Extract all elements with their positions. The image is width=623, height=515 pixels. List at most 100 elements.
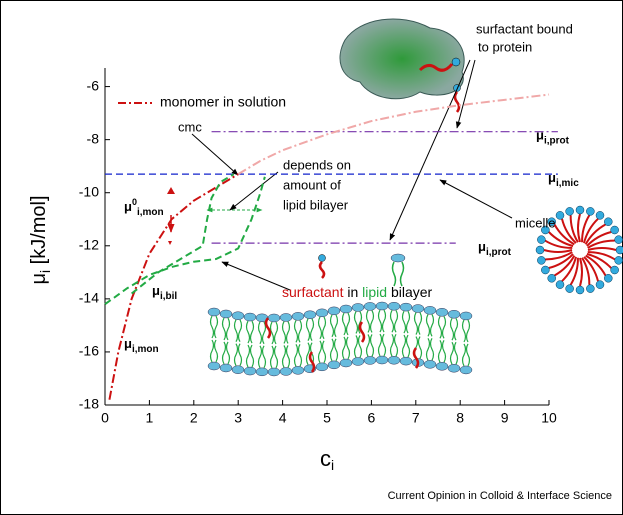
symbol: μ: [28, 273, 50, 285]
y-tick-label: -8: [87, 130, 100, 146]
lipid-head: [339, 304, 353, 314]
lipid-tail: [461, 343, 471, 367]
y-tick-label: -16: [79, 343, 99, 359]
micelle-tail: [543, 249, 573, 253]
triangle: [167, 187, 175, 194]
reference-label: μi,prot: [478, 240, 512, 258]
y-tick-label: -12: [79, 236, 99, 252]
lipid-tail: [317, 340, 327, 364]
micelle-head: [565, 284, 574, 293]
symbol: μ: [124, 336, 132, 351]
x-tick-label: 9: [501, 410, 509, 426]
lipid-head: [279, 367, 293, 376]
lipid-head: [390, 253, 406, 263]
lipid-tail: [329, 314, 339, 338]
lipid-head: [255, 367, 269, 377]
annotation-part: surfactant: [282, 284, 344, 300]
arrow: [439, 179, 513, 219]
mu-label: μ0i,mon: [124, 197, 164, 217]
reference-label: μi,prot: [536, 128, 570, 146]
lipid-head: [351, 357, 365, 366]
lipid-tail: [233, 319, 243, 343]
micelle-tail: [548, 253, 574, 269]
y-tick-label: -14: [79, 290, 99, 306]
micelle-tail: [584, 223, 606, 245]
sub: i,mon: [137, 207, 164, 218]
micelle-tail: [585, 254, 607, 276]
lipid-head: [219, 363, 233, 373]
lipid-head: [459, 311, 473, 321]
lipid-tail: [269, 321, 279, 345]
lipid-head: [231, 311, 245, 320]
annotation-part: lipid: [362, 284, 387, 300]
sub: i,bil: [160, 291, 177, 302]
lipid-head: [375, 301, 389, 311]
micelle-head: [604, 274, 613, 283]
micelle-head: [535, 245, 545, 255]
micelle-tail: [569, 215, 579, 243]
lipid-head: [315, 362, 329, 372]
lipid-head: [303, 310, 317, 319]
sub: i,mon: [132, 344, 159, 355]
arrow: [191, 133, 239, 176]
symbol: μ: [478, 240, 486, 255]
annotation: lipid bilayer: [283, 197, 349, 212]
lipid-tail: [293, 320, 303, 343]
surfactant-in-bilayer: [412, 347, 420, 369]
micelle-head: [547, 274, 556, 283]
x-tick-label: 3: [234, 410, 242, 426]
micelle-head: [575, 205, 585, 215]
lipid-head: [327, 360, 341, 370]
lipid-tail: [221, 341, 231, 365]
surfactant-in-bilayer: [308, 351, 316, 373]
lipid-head: [279, 313, 293, 322]
series-line: [108, 173, 239, 400]
series-line: [131, 173, 235, 295]
lipid-tail: [365, 310, 375, 333]
symbol: μ: [548, 171, 556, 186]
lipid-tail: [389, 309, 399, 333]
triangle: [168, 241, 172, 245]
head: [318, 254, 326, 262]
lipid-tail: [449, 317, 459, 341]
x-tick-label: 10: [541, 410, 557, 426]
bilayer-drawing: [207, 301, 473, 377]
symbol: μ: [124, 199, 132, 214]
annotation: surfactant bound: [476, 21, 573, 36]
annotation: micelle: [515, 215, 555, 230]
lipid-tail: [281, 345, 291, 368]
micelle-tail: [587, 251, 616, 261]
micelle-head: [537, 256, 546, 265]
sup: 0: [132, 197, 137, 207]
lipid-head: [243, 312, 257, 322]
lipid-icon: [391, 261, 405, 287]
arrow: [221, 261, 291, 291]
lipid-head: [315, 308, 329, 318]
micelle-tail: [581, 214, 591, 243]
lipid-head: [459, 365, 473, 375]
lipid-tail: [317, 316, 327, 340]
lipid-tail: [209, 315, 219, 339]
micelle-head: [575, 285, 585, 295]
micelle-head: [555, 280, 565, 289]
unit: [kJ/mol]: [28, 195, 50, 269]
lipid-tail: [365, 334, 375, 357]
micelle-head: [615, 245, 623, 255]
micelle-tail: [583, 256, 599, 282]
micelle-head: [541, 225, 550, 235]
series-line: [104, 176, 266, 305]
micelle-tail: [586, 231, 612, 247]
x-tick-label: 6: [368, 410, 376, 426]
lipid-head: [435, 362, 449, 371]
surfactant-in-bilayer: [358, 321, 366, 343]
mu-label: μi,bil: [152, 283, 177, 301]
sub: i,prot: [486, 247, 512, 258]
lipid-head: [207, 361, 221, 371]
x-tick-label: 4: [279, 410, 287, 426]
annotation: depends on: [283, 157, 351, 172]
head: [451, 57, 461, 67]
micelle-tail: [586, 253, 612, 269]
protein: [339, 18, 465, 100]
annotation: surfactant in lipid bilayer: [282, 284, 433, 300]
